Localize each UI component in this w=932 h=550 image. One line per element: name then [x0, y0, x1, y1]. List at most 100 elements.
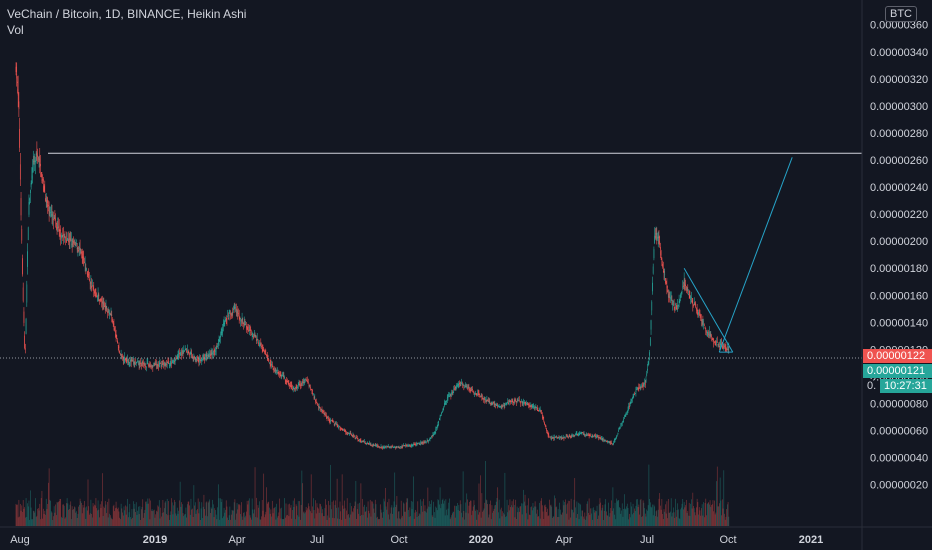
candle-body — [597, 436, 599, 438]
volume-bar — [624, 494, 625, 526]
currency-badge[interactable]: BTC — [885, 6, 917, 22]
volume-bar — [68, 509, 69, 526]
volume-bar — [76, 517, 78, 526]
candle-body — [570, 436, 571, 438]
volume-bar — [620, 513, 622, 526]
volume-bar — [703, 502, 704, 526]
candle-body — [207, 354, 209, 356]
candle-body — [270, 364, 272, 366]
candle-body — [617, 432, 619, 434]
volume-bar — [589, 514, 591, 526]
volume-bar — [659, 493, 661, 526]
volume-bar — [724, 513, 725, 526]
candle-body — [228, 315, 230, 317]
volume-bar — [266, 503, 268, 526]
countdown-tag: 10:27:31 — [880, 379, 932, 393]
trend-line[interactable] — [718, 157, 793, 353]
candle-body — [593, 436, 594, 438]
candle-body — [57, 224, 59, 228]
candle-body — [157, 364, 159, 366]
volume-bar — [632, 503, 634, 526]
candle-body — [714, 342, 715, 344]
candle-body — [188, 352, 190, 354]
volume-bar — [342, 505, 344, 526]
candle-body — [50, 212, 51, 214]
candle-body — [100, 299, 102, 301]
volume-bar — [146, 503, 148, 526]
volume-bar — [391, 505, 393, 526]
candle-body — [143, 362, 144, 364]
volume-bar — [257, 505, 259, 526]
volume-bar — [251, 519, 252, 526]
candle-body — [676, 308, 678, 310]
volume-bar — [533, 507, 535, 526]
candle-body — [44, 191, 46, 193]
volume-bar — [675, 516, 677, 526]
candle-body — [657, 237, 658, 239]
candle-body — [354, 437, 356, 439]
volume-bar — [187, 504, 188, 526]
candle-body — [479, 395, 481, 397]
candle-body — [333, 423, 335, 425]
candle-body — [332, 421, 334, 423]
candle-body — [405, 445, 407, 447]
volume-bar — [142, 499, 144, 526]
candle-body — [302, 381, 303, 383]
volume-bar — [662, 514, 663, 526]
candle-body — [703, 324, 705, 326]
candle-body — [169, 365, 170, 367]
volume-bar — [678, 509, 679, 526]
volume-bar — [649, 502, 651, 526]
volume-bar — [182, 513, 184, 526]
volume-bar — [73, 506, 75, 526]
volume-bar — [551, 506, 553, 526]
candle-body — [375, 445, 377, 447]
volume-bar — [203, 494, 205, 526]
volume-bar — [197, 509, 198, 526]
volume-bar — [657, 516, 658, 526]
volume-bar — [198, 513, 200, 526]
candle-body — [627, 409, 629, 411]
volume-bar — [523, 501, 525, 526]
candle-body — [243, 321, 245, 323]
candle-body — [641, 385, 643, 387]
candle-body — [46, 200, 48, 203]
candle-body — [141, 362, 143, 364]
candle-body — [210, 352, 212, 355]
candle-body — [272, 365, 274, 367]
candle-body — [338, 426, 339, 428]
candle-body — [544, 424, 546, 426]
candle-body — [547, 432, 548, 434]
volume-bar — [193, 485, 195, 526]
volume-bar — [127, 517, 129, 526]
volume-bar — [320, 506, 322, 526]
volume-bar — [32, 519, 33, 526]
volume-bar — [351, 511, 353, 526]
volume-bar — [646, 509, 648, 526]
trend-line[interactable] — [683, 267, 734, 353]
candle-body — [670, 296, 672, 299]
candle-body — [219, 338, 221, 340]
candle-body — [588, 434, 589, 436]
volume-bar — [381, 512, 383, 526]
candle-body — [701, 319, 703, 321]
volume-bar — [163, 508, 165, 526]
volume-bar — [547, 508, 548, 526]
candle-body — [616, 434, 618, 436]
candle-body — [461, 383, 463, 385]
volume-bar — [425, 511, 427, 526]
volume-bar — [665, 513, 667, 526]
volume-bar — [541, 498, 542, 526]
candle-body — [261, 346, 262, 348]
candle-body — [161, 365, 162, 367]
candle-body — [614, 438, 616, 440]
candle-body — [19, 128, 20, 148]
candle-body — [68, 241, 70, 243]
volume-bar — [40, 519, 41, 526]
volume-bar — [167, 515, 169, 526]
candle-body — [104, 305, 105, 307]
volume-bar — [577, 502, 579, 526]
candle-body — [269, 363, 271, 365]
candle-body — [566, 435, 568, 437]
